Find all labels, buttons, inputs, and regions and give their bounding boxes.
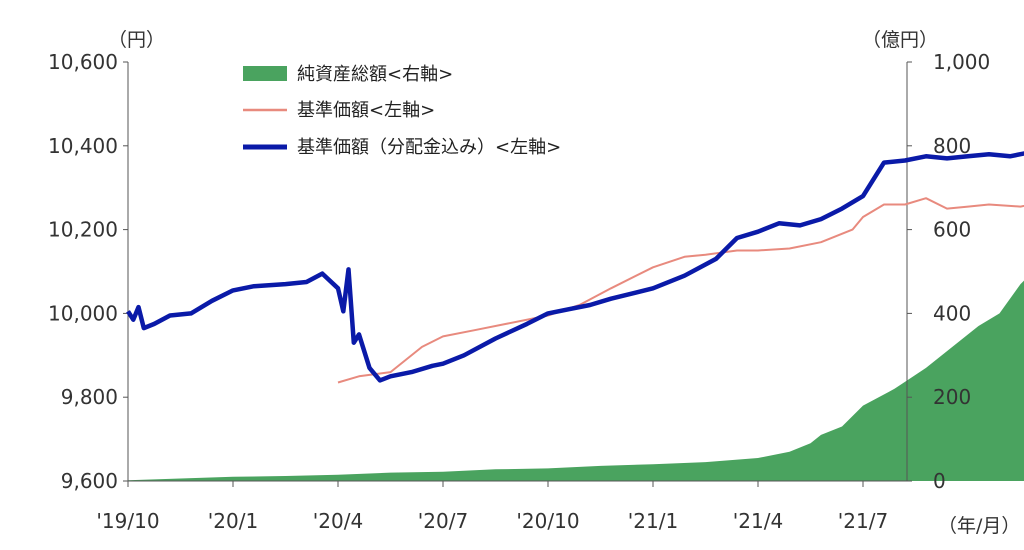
- axes: [123, 61, 912, 487]
- area-layer: [128, 280, 1024, 481]
- series-line-nav: [337, 197, 1024, 384]
- right-tick-label: 1,000: [933, 50, 990, 74]
- right-tick-label: 800: [933, 134, 971, 158]
- x-tick-label: '20/4: [313, 509, 363, 533]
- left-tick-label: 9,600: [61, 469, 118, 493]
- left-tick-label: 10,200: [48, 218, 118, 242]
- left-tick-label: 10,600: [48, 50, 118, 74]
- tick-labels: 9,600 9,800 10,000 10,200 10,400 10,600 0 200 40…: [48, 50, 990, 533]
- x-tick-label: '20/10: [516, 509, 579, 533]
- x-tick-label: '21/7: [838, 509, 888, 533]
- left-tick-label: 10,000: [48, 301, 118, 325]
- x-tick-label: '21/4: [733, 509, 783, 533]
- left-axis-unit: （円）: [108, 29, 165, 51]
- x-axis-unit: （年/月）: [938, 515, 1020, 537]
- x-tick-label: '20/7: [418, 509, 468, 533]
- line-layer: [126, 151, 1024, 384]
- right-tick-label: 0: [933, 469, 946, 493]
- x-tick-label: '20/1: [208, 509, 258, 533]
- right-tick-label: 600: [933, 218, 971, 242]
- legend-label-nav: 基準価額<左軸>: [297, 100, 435, 121]
- left-tick-label: 9,800: [61, 385, 118, 409]
- right-tick-label: 200: [933, 385, 971, 409]
- x-tick-label: '21/1: [628, 509, 678, 533]
- x-tick-label: '19/10: [96, 509, 159, 533]
- series-area-net-assets: [128, 280, 1024, 481]
- right-tick-label: 400: [933, 301, 971, 325]
- right-axis-unit: （億円）: [862, 29, 938, 51]
- legend: 純資産総額<右軸> 基準価額<左軸> 基準価額（分配金込み）<左軸>: [243, 64, 561, 158]
- legend-label-nav-dividend: 基準価額（分配金込み）<左軸>: [297, 137, 561, 158]
- series-line-nav-dividend: [126, 151, 1024, 383]
- legend-swatch-area: [243, 66, 287, 81]
- legend-label-net-assets: 純資産総額<右軸>: [297, 64, 453, 85]
- left-tick-label: 10,400: [48, 134, 118, 158]
